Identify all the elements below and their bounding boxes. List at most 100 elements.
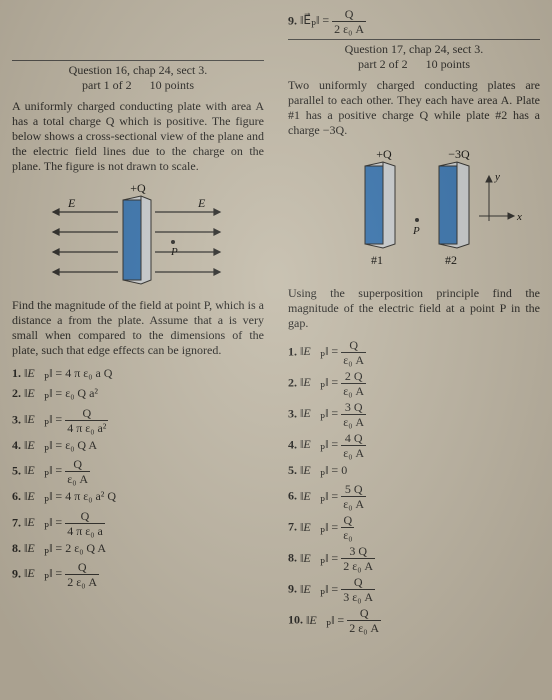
q17-x: x bbox=[516, 211, 522, 223]
page: Question 16, chap 24, sect 3. part 1 of … bbox=[0, 0, 552, 700]
frac-bottom: ε₀ A bbox=[341, 497, 366, 510]
q16-text: A uniformly charged conducting plate wit… bbox=[12, 99, 264, 174]
point-p-icon bbox=[171, 240, 175, 244]
q16-plusQ: +Q bbox=[130, 182, 146, 195]
answer-number: 3. bbox=[288, 406, 300, 420]
q16-P: P bbox=[170, 246, 178, 258]
q17-answers: 1. ‖E⃗P‖ = Qε₀ A 2. ‖E⃗P‖ = 2 Qε₀ A 3. ‖E⃗… bbox=[288, 339, 540, 634]
frac-top: 3 Q bbox=[341, 401, 366, 415]
answer-option: 5. ‖E⃗P‖ = 0 bbox=[288, 463, 540, 479]
q16-answers: 1. ‖E⃗P‖ = 4 π ε₀ a Q2. ‖E⃗P‖ = ε₀ Q a²3… bbox=[12, 366, 264, 588]
answer-frac: Q2 ε₀ A bbox=[65, 561, 99, 588]
answer-lhs: ‖E⃗P‖ = bbox=[24, 566, 65, 580]
answer-option: 8. ‖E⃗P‖ = 2 ε₀ Q A bbox=[12, 541, 264, 557]
answer-number: 3. bbox=[12, 412, 24, 426]
frac-bottom: ε₀ A bbox=[341, 353, 366, 366]
frac-top: Q bbox=[341, 576, 375, 590]
answer-option: 7. ‖E⃗P‖ = Qε₀ bbox=[288, 514, 540, 541]
frac-top: Q bbox=[65, 561, 99, 575]
answer-number: 9. bbox=[288, 582, 300, 596]
q17-point-p-icon bbox=[415, 218, 419, 222]
plate1-icon bbox=[365, 162, 395, 248]
q16-header-line1: Question 16, chap 24, sect 3. bbox=[12, 60, 264, 78]
answer-frac: Qε₀ A bbox=[341, 339, 366, 366]
answer-option: 4. ‖E⃗P‖ = 4 Qε₀ A bbox=[288, 432, 540, 459]
plate-icon bbox=[123, 196, 151, 284]
answer-option: 2. ‖E⃗P‖ = 2 Qε₀ A bbox=[288, 370, 540, 397]
top-answer-frac: Q 2 ε₀ A bbox=[332, 8, 366, 35]
answer-lhs: ‖E⃗P‖ = bbox=[300, 406, 341, 420]
answer-frac: 5 Qε₀ A bbox=[341, 483, 366, 510]
top-answer-lhs: ‖E⃗P‖ = bbox=[300, 13, 332, 27]
answer-lhs: ‖E⃗P‖ = bbox=[300, 375, 341, 389]
frac-top: 4 Q bbox=[341, 432, 366, 446]
answer-lhs: ‖E⃗P‖ = bbox=[300, 437, 341, 451]
frac-bottom: 4 π ε₀ a bbox=[65, 524, 105, 537]
answer-frac: Qε₀ A bbox=[65, 458, 90, 485]
q17-header-line2: part 2 of 2 10 points bbox=[288, 57, 540, 72]
frac-bottom: 2 ε₀ A bbox=[65, 575, 99, 588]
answer-lhs: ‖E⃗P‖ = bbox=[24, 515, 65, 529]
q16-E-right: E bbox=[197, 196, 206, 210]
plate2-icon bbox=[439, 162, 469, 248]
answer-number: 1. bbox=[12, 366, 24, 380]
answer-expr: ‖E⃗P‖ = ε₀ Q A bbox=[24, 438, 97, 452]
answer-lhs: ‖E⃗P‖ = bbox=[300, 520, 341, 534]
frac-top: 5 Q bbox=[341, 483, 366, 497]
answer-option: 4. ‖E⃗P‖ = ε₀ Q A bbox=[12, 438, 264, 454]
answer-lhs: ‖E⃗P‖ = bbox=[306, 613, 347, 627]
frac-top: Q bbox=[341, 339, 366, 353]
answer-number: 5. bbox=[12, 463, 24, 477]
answer-option: 2. ‖E⃗P‖ = ε₀ Q a² bbox=[12, 386, 264, 402]
field-left-icon bbox=[53, 209, 118, 275]
frac-bottom: ε₀ A bbox=[65, 472, 90, 485]
answer-option: 7. ‖E⃗P‖ = Q4 π ε₀ a bbox=[12, 510, 264, 537]
answer-frac: 3 Q2 ε₀ A bbox=[341, 545, 375, 572]
q17-text: Two uniformly charged conducting plates … bbox=[288, 78, 540, 138]
answer-lhs: ‖E⃗P‖ = bbox=[24, 463, 65, 477]
answer-number: 5. bbox=[288, 463, 300, 477]
answer-lhs: ‖E⃗P‖ = bbox=[24, 412, 65, 426]
answer-number: 2. bbox=[12, 386, 24, 400]
q17-top-answer: 9. ‖E⃗P‖ = Q 2 ε₀ A bbox=[288, 8, 540, 35]
top-answer-label: 9. bbox=[288, 13, 300, 27]
q17-num2: #2 bbox=[445, 253, 457, 267]
frac-top: Q bbox=[65, 510, 105, 524]
q17-plusQ: +Q bbox=[376, 147, 392, 161]
answer-lhs: ‖E⃗P‖ = bbox=[300, 344, 341, 358]
answer-number: 10. bbox=[288, 613, 306, 627]
frac-top: Q bbox=[65, 458, 90, 472]
answer-option: 8. ‖E⃗P‖ = 3 Q2 ε₀ A bbox=[288, 545, 540, 572]
q17-prompt: Using the superposition principle find t… bbox=[288, 286, 540, 331]
answer-option: 9. ‖E⃗P‖ = Q3 ε₀ A bbox=[288, 576, 540, 603]
answer-option: 1. ‖E⃗P‖ = 4 π ε₀ a Q bbox=[12, 366, 264, 382]
answer-number: 7. bbox=[12, 515, 24, 529]
frac-bottom: ε₀ A bbox=[341, 415, 366, 428]
answer-frac: 3 Qε₀ A bbox=[341, 401, 366, 428]
answer-expr: ‖E⃗P‖ = 4 π ε₀ a Q bbox=[24, 366, 112, 380]
answer-frac: 4 Qε₀ A bbox=[341, 432, 366, 459]
q16-header: Question 16, chap 24, sect 3. part 1 of … bbox=[12, 60, 264, 93]
frac-bottom: 2 ε₀ A bbox=[347, 621, 381, 634]
answer-option: 6. ‖E⃗P‖ = 5 Qε₀ A bbox=[288, 483, 540, 510]
q17-num1: #1 bbox=[371, 253, 383, 267]
answer-option: 1. ‖E⃗P‖ = Qε₀ A bbox=[288, 339, 540, 366]
answer-expr: ‖E⃗P‖ = ε₀ Q a² bbox=[24, 386, 98, 400]
answer-frac: Qε₀ bbox=[341, 514, 354, 541]
answer-option: 10. ‖E⃗P‖ = Q2 ε₀ A bbox=[288, 607, 540, 634]
answer-expr: ‖E⃗P‖ = 4 π ε₀ a² Q bbox=[24, 489, 116, 503]
frac-top: Q bbox=[65, 407, 108, 421]
answer-number: 4. bbox=[288, 437, 300, 451]
frac-top: Q bbox=[341, 514, 354, 528]
answer-lhs: ‖E⃗P‖ = bbox=[300, 551, 341, 565]
q16-E-left: E bbox=[67, 196, 76, 210]
answer-expr: ‖E⃗P‖ = 2 ε₀ Q A bbox=[24, 541, 106, 555]
right-column: 9. ‖E⃗P‖ = Q 2 ε₀ A Question 17, chap 24… bbox=[276, 0, 552, 700]
answer-option: 3. ‖E⃗P‖ = 3 Qε₀ A bbox=[288, 401, 540, 428]
frac-bottom: 4 π ε₀ a² bbox=[65, 421, 108, 434]
answer-number: 7. bbox=[288, 520, 300, 534]
answer-number: 6. bbox=[12, 489, 24, 503]
frac-bottom: ε₀ A bbox=[341, 384, 366, 397]
answer-lhs: ‖E⃗P‖ = bbox=[300, 489, 341, 503]
answer-number: 8. bbox=[12, 541, 24, 555]
